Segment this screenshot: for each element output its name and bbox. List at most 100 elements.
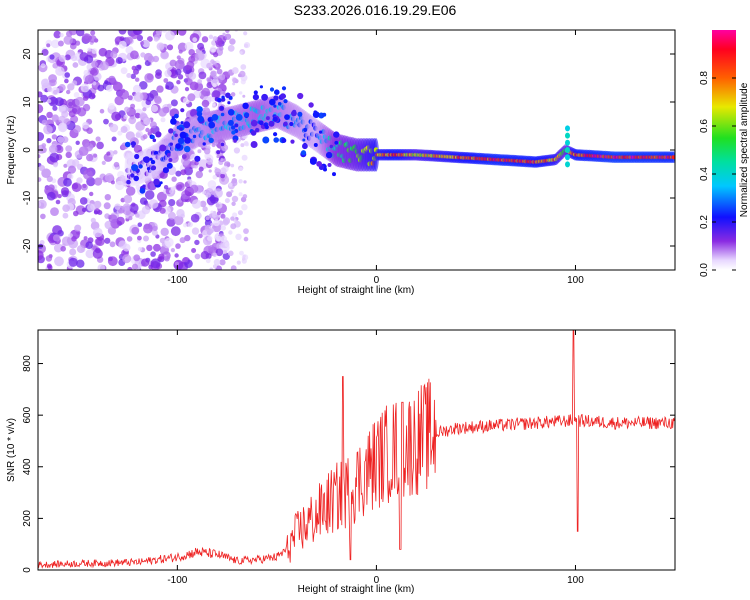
spectrogram-cell bbox=[212, 83, 217, 88]
spectrogram-cell bbox=[183, 257, 189, 263]
spectrogram-cell bbox=[273, 104, 277, 108]
spectrogram-cell bbox=[155, 131, 162, 138]
spectrogram-cell bbox=[65, 151, 72, 159]
spectrogram-cell bbox=[209, 229, 214, 234]
spectrogram-cell bbox=[159, 207, 166, 214]
spectrogram-cell bbox=[565, 161, 570, 168]
spectrogram-cell bbox=[187, 93, 196, 102]
spectrogram-cell bbox=[58, 115, 66, 124]
spectrogram-cell bbox=[66, 98, 76, 109]
colorbar-bar bbox=[712, 30, 736, 270]
spectrogram-cell bbox=[194, 160, 199, 166]
spectrogram-cell bbox=[170, 99, 178, 107]
spectrogram-cell bbox=[197, 79, 203, 84]
spectrogram-cell bbox=[243, 31, 248, 36]
spectrogram-cell bbox=[150, 251, 156, 257]
spectrogram-cell bbox=[52, 225, 63, 236]
spectrogram-cell bbox=[153, 178, 160, 186]
spectrogram-cell bbox=[209, 46, 217, 53]
spectrogram-cell bbox=[222, 219, 229, 226]
spectrogram-cell bbox=[208, 169, 212, 173]
spectrogram-cell bbox=[94, 177, 103, 186]
spectrogram-cell bbox=[206, 62, 213, 69]
spectrogram-cell bbox=[272, 116, 278, 122]
spectrogram-cell bbox=[183, 223, 188, 228]
spectrogram-cell bbox=[66, 89, 71, 95]
spectrogram-cell bbox=[168, 211, 176, 220]
spectrogram-cell bbox=[225, 30, 230, 33]
spectrogram-cell bbox=[200, 251, 210, 260]
spectrogram-cell bbox=[51, 39, 60, 49]
spectrogram-cell bbox=[55, 199, 61, 205]
spectrogram-cell bbox=[46, 98, 52, 104]
spectrogram-cell bbox=[46, 86, 53, 93]
spectrogram-cell bbox=[198, 166, 204, 172]
spectrogram-cell bbox=[168, 128, 174, 134]
spectrogram-cell bbox=[238, 179, 243, 184]
spectrogram-cell bbox=[104, 237, 111, 244]
snr-x-tick-label: -100 bbox=[167, 575, 187, 586]
spectrogram-cell bbox=[138, 164, 143, 169]
spectrogram-cell bbox=[212, 252, 217, 258]
spectrogram-cell bbox=[38, 201, 42, 208]
spectrogram-cell bbox=[174, 59, 185, 70]
spectrogram-cell bbox=[205, 258, 211, 264]
spectrogram-cell bbox=[178, 49, 183, 54]
spectrogram-cell bbox=[211, 114, 219, 121]
spectrogram-cell bbox=[313, 143, 318, 147]
spectrogram-cell bbox=[565, 154, 570, 161]
spectrogram-cell bbox=[83, 69, 90, 77]
spectrogram-cell bbox=[150, 159, 156, 165]
spectrogram-cell bbox=[116, 216, 125, 226]
spectrogram-cell bbox=[213, 188, 223, 199]
spectrogram-cell bbox=[322, 112, 327, 117]
spectrogram-cell bbox=[297, 92, 304, 100]
spectrogram-cell bbox=[239, 70, 246, 78]
spectrogram-cell bbox=[224, 198, 230, 204]
spectrogram-cell bbox=[63, 163, 68, 168]
spectrogram-cell bbox=[239, 91, 243, 95]
spectrogram-cell bbox=[181, 154, 187, 160]
spectrogram-cell bbox=[205, 192, 211, 198]
spectrogram-cell bbox=[145, 99, 152, 106]
spectrogram-cell bbox=[41, 143, 47, 148]
spectrogram-cell bbox=[91, 48, 98, 54]
spectrogram-cell bbox=[174, 261, 179, 266]
spectrogram-cell bbox=[177, 137, 185, 144]
spectrogram-cell bbox=[170, 226, 181, 237]
spectrogram-cell bbox=[82, 121, 90, 130]
spectrogram-cell bbox=[115, 57, 123, 64]
snr-ticks: -100 0 100 0 200 400 600 800 bbox=[22, 330, 675, 586]
snr-x-tick-label: 100 bbox=[567, 575, 584, 586]
spectrogram-cell bbox=[135, 64, 142, 71]
spectrogram-cell bbox=[273, 137, 280, 143]
spectrogram-cell bbox=[135, 132, 141, 138]
snr-y-tick-label: 400 bbox=[22, 458, 33, 475]
spectrogram-cell bbox=[224, 242, 230, 248]
spectrogram-cell bbox=[192, 134, 197, 139]
spectrogram-cell bbox=[53, 243, 63, 253]
spectrogram-cell bbox=[228, 250, 234, 257]
spectrogram-cell bbox=[113, 161, 120, 168]
spectrogram-cell bbox=[120, 67, 128, 75]
spectrogram-cell bbox=[333, 131, 340, 138]
spectrogram-cell bbox=[184, 234, 191, 242]
spectrogram-cell bbox=[300, 150, 307, 156]
spectrogram-cell bbox=[308, 102, 314, 108]
spectrogram-cell bbox=[187, 178, 193, 184]
spectrogram-cell bbox=[139, 112, 148, 121]
spectrogram-cell bbox=[57, 194, 62, 199]
spectrogram-cell bbox=[39, 240, 45, 245]
spectrogram-cell bbox=[158, 108, 167, 117]
spectrogram-cell bbox=[191, 199, 202, 209]
spectrogram-cell bbox=[180, 169, 187, 176]
snr-y-tick-label: 200 bbox=[22, 510, 33, 527]
spectrogram-cell bbox=[235, 114, 243, 121]
spectrogram-cell bbox=[332, 172, 336, 177]
spectrogram-cell bbox=[210, 59, 215, 64]
spectrogram-cell bbox=[222, 252, 230, 260]
spectrogram-cell bbox=[202, 190, 207, 195]
spectrogram-cell bbox=[325, 151, 333, 159]
